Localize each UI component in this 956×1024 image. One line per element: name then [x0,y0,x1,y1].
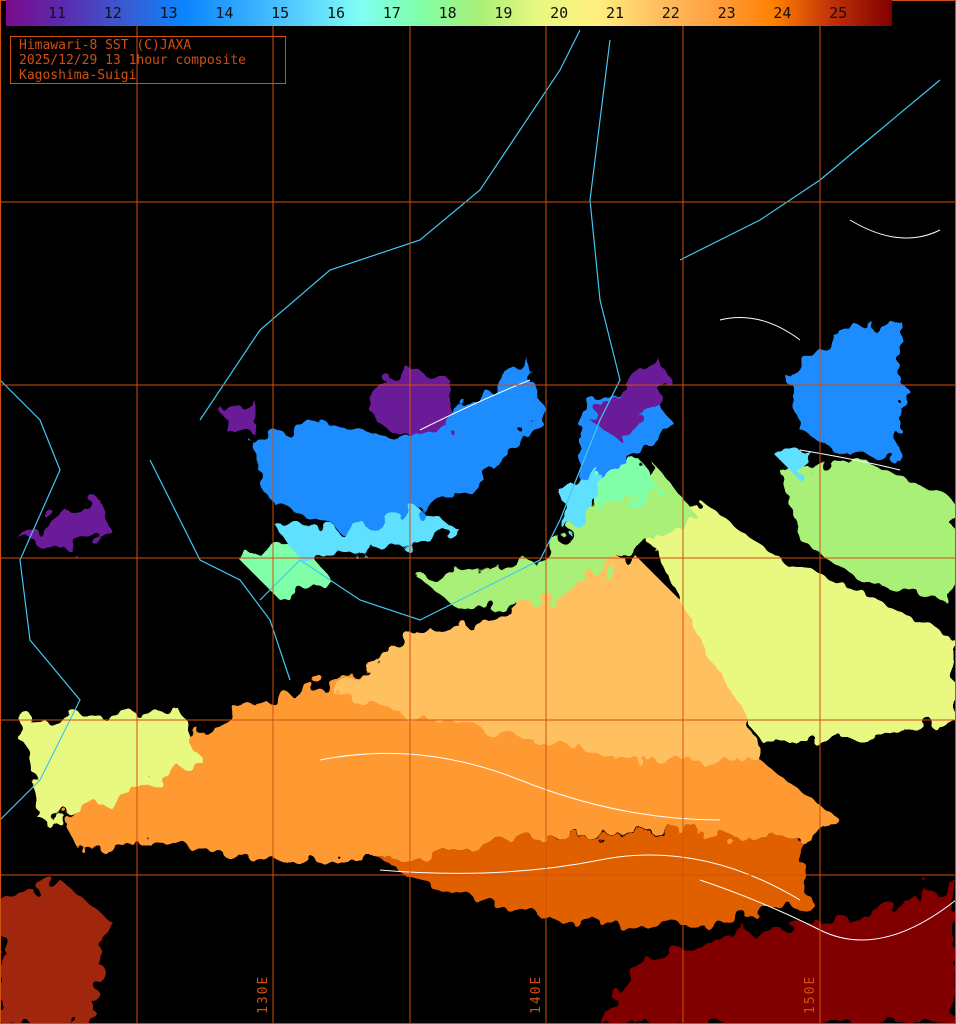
sst-region-16 [270,450,810,560]
sst-region-14 [250,320,900,530]
info-date: 2025/12/29 13 1hour composite [19,53,246,68]
color-scale-label: 14 [215,4,234,22]
lon-label-130e: 130E [256,974,271,1014]
color-scale-label: 17 [382,4,401,22]
color-scale-label: 13 [159,4,178,22]
sst-region-23 [380,830,810,930]
color-scale-label: 15 [271,4,290,22]
color-scale-label: 16 [326,4,346,22]
sst-region-24-west [0,880,110,1024]
color-scale-label: 20 [550,4,569,22]
color-scale-label: 23 [717,4,736,22]
sst-region-11 [20,360,670,550]
sst-field [0,320,956,1024]
coastline-japan [259,39,621,621]
coastline-asia [199,29,581,421]
lon-label-150e: 150E [803,974,818,1014]
coastline-kuril [679,79,941,261]
info-source: Kagoshima-Suigi [19,68,137,83]
sst-region-25 [600,880,956,1024]
sst-region-17 [240,460,660,600]
color-scale-label: 25 [829,4,848,22]
info-title: Himawari-8 SST (C)JAXA [19,38,192,53]
color-scale-label: 24 [773,4,792,22]
info-box: Himawari-8 SST (C)JAXA 2025/12/29 13 1ho… [10,36,286,84]
color-scale-label: 21 [605,4,625,22]
sst-region-21 [330,560,760,760]
color-scale-label: 22 [661,4,680,22]
color-scale-label: 11 [47,4,67,22]
color-scale-label: 12 [103,4,122,22]
color-scale-label: 18 [438,4,457,22]
color-scale-bar [6,0,892,26]
sst-region-22 [60,640,840,860]
lon-label-140e: 140E [529,974,544,1014]
sst-region-18 [420,460,956,610]
coastline-china [0,379,81,821]
sst-region-19 [20,500,956,820]
color-scale-label: 19 [494,4,513,22]
